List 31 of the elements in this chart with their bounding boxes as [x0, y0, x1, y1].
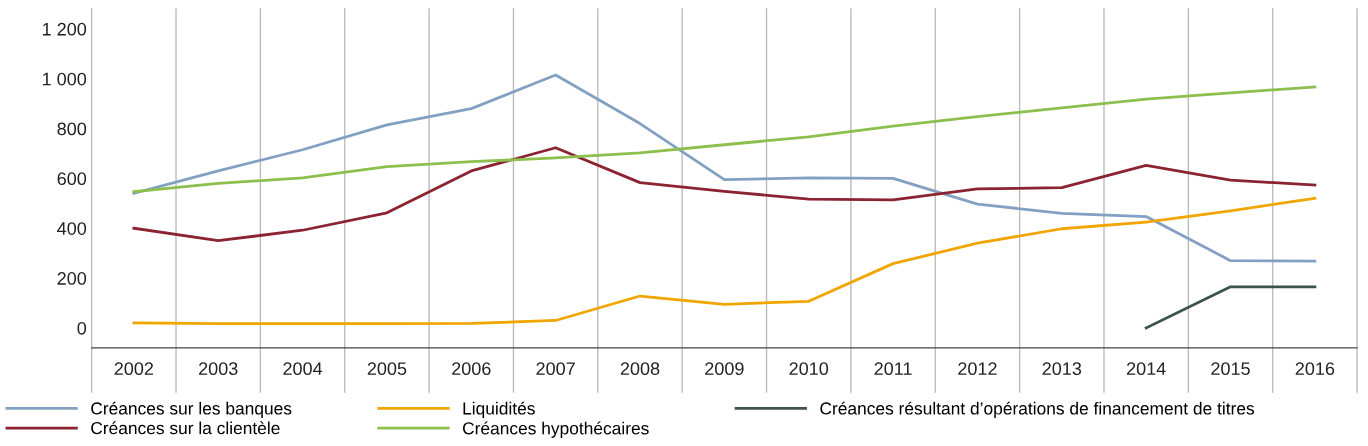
x-tick-label: 2016 [1295, 362, 1335, 376]
x-tick-label: 2011 [874, 362, 912, 376]
legend-label: Créances sur la clientèle [91, 421, 280, 435]
x-tick-label: 2004 [283, 362, 323, 376]
x-tick-label: 2008 [620, 362, 660, 376]
x-tick-label: 2012 [958, 362, 997, 376]
legend-label: Créances hypothécaires [462, 421, 649, 438]
y-tick-label: 200 [57, 272, 87, 285]
x-tick-label: 2013 [1042, 362, 1082, 376]
line-series [132, 146, 1317, 243]
x-tick-label: 2006 [452, 362, 491, 376]
x-tick-label: 2014 [1126, 362, 1166, 376]
legend-label: Liquidités [463, 401, 535, 419]
y-tick-label: 1 000 [42, 72, 87, 86]
x-tick-label: 2003 [199, 362, 238, 376]
x-tick-label: 2002 [114, 362, 154, 376]
line-series [132, 73, 1317, 263]
x-tick-label: 2015 [1211, 362, 1250, 376]
x-tick-label: 2010 [789, 362, 829, 376]
x-tick-label: 2009 [705, 362, 744, 376]
line-series [132, 196, 1317, 326]
x-tick-label: 2005 [367, 362, 407, 376]
y-tick-label: 0 [77, 321, 87, 335]
y-tick-label: 800 [57, 122, 87, 136]
line-series [132, 85, 1317, 193]
y-tick-label: 1 200 [42, 22, 87, 36]
x-tick-label: 2007 [536, 362, 575, 376]
legend-label: Créances résultant d’opérations de financement de titres [820, 401, 1255, 419]
legend-label: Créances sur les banques [91, 401, 292, 419]
y-tick-label: 400 [57, 222, 87, 235]
y-tick-label: 600 [57, 172, 87, 186]
